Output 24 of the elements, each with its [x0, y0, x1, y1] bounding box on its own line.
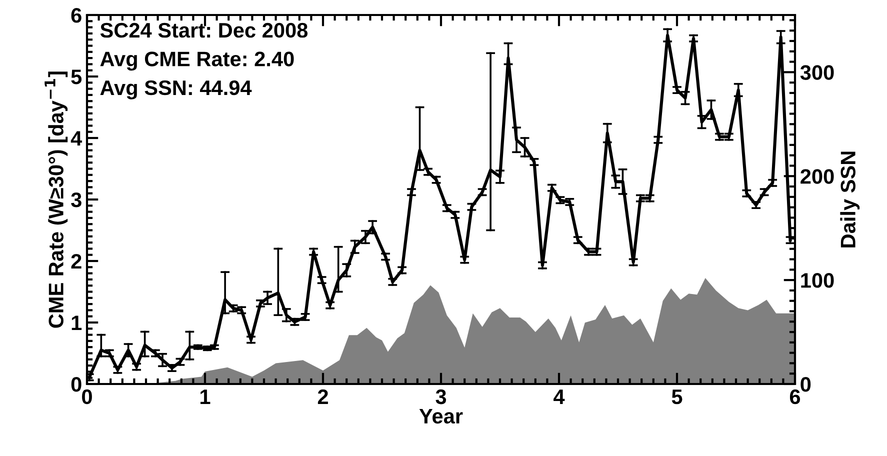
x-tick-label: 2 [318, 389, 328, 404]
x-tick-label: 3 [436, 389, 446, 404]
annotation: SC24 Start: Dec 2008 [100, 22, 308, 38]
x-tick-label: 6 [790, 389, 800, 404]
y2-tick-label: 200 [800, 169, 834, 184]
y2-tick-label: 300 [800, 65, 834, 80]
y-tick-label: 1 [72, 316, 82, 330]
y-tick-label: 3 [71, 192, 82, 208]
y-tick-label: 4 [70, 131, 82, 146]
x-axis-title: Year [419, 409, 463, 424]
y-tick-label: 2 [71, 254, 82, 269]
y-tick-label: 0 [71, 377, 82, 392]
y-tick-label: 5 [71, 70, 82, 84]
y-tick-label: 6 [71, 8, 82, 23]
y2-tick-label: 0 [800, 377, 811, 392]
annotation: Avg CME Rate: 2.40 [100, 52, 294, 71]
annotation: Avg SSN: 44.94 [100, 80, 252, 100]
y2-axis-title: Daily SSN [840, 152, 860, 248]
x-tick-label: 1 [200, 390, 210, 404]
x-tick-label: 0 [82, 389, 92, 404]
y2-tick-label: 100 [801, 273, 834, 288]
x-tick-label: 5 [672, 390, 682, 404]
y-axis-title: CME Rate (W≥30°) [day$^{−1}$] [44, 72, 68, 328]
x-tick-label: 4 [554, 390, 565, 404]
